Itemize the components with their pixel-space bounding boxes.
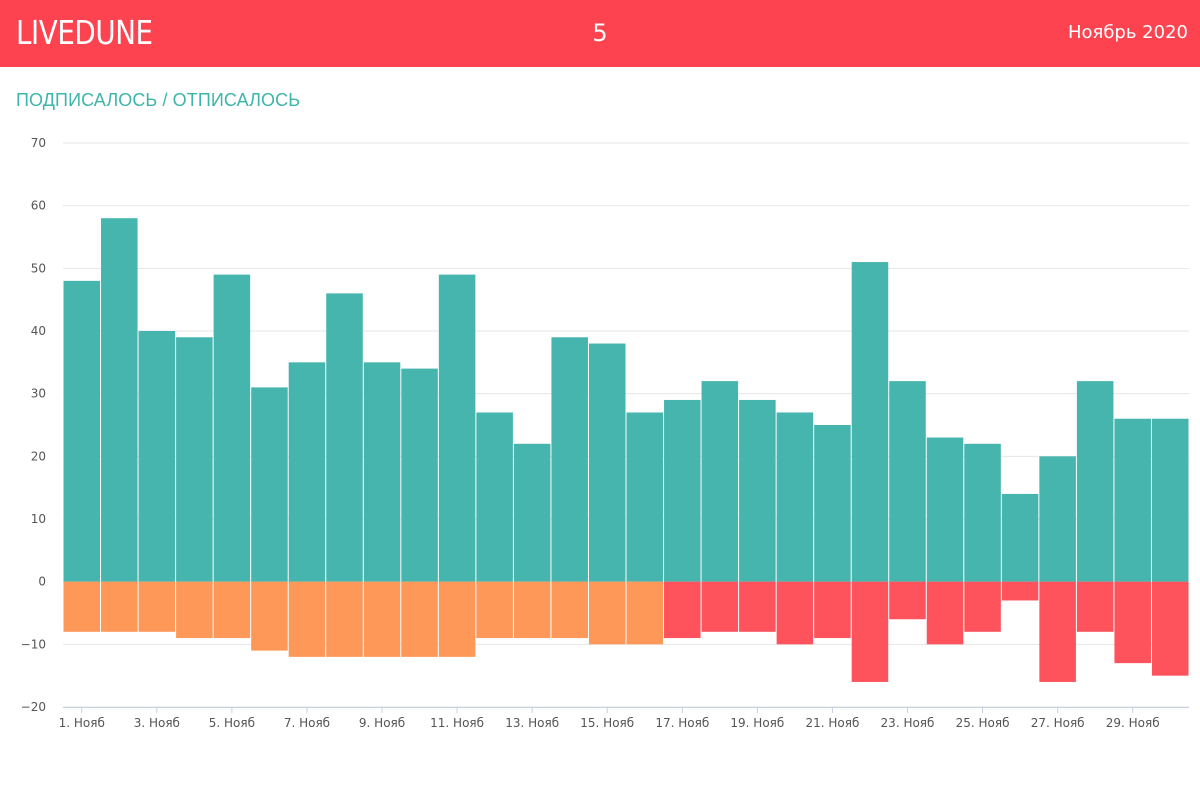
bar-subscribed bbox=[664, 399, 701, 582]
bar-subscribed bbox=[1114, 418, 1151, 582]
y-tick-label: 30 bbox=[31, 387, 46, 401]
y-tick-label: −10 bbox=[21, 637, 46, 651]
x-tick-label: 1. Нояб bbox=[59, 716, 105, 730]
bar-unsubscribed bbox=[1001, 581, 1039, 601]
bar-unsubscribed bbox=[814, 581, 851, 639]
y-tick-label: 70 bbox=[31, 136, 46, 150]
bar-subscribed bbox=[626, 412, 664, 582]
y-tick-label: 0 bbox=[38, 575, 46, 589]
x-tick-label: 19. Нояб bbox=[730, 716, 784, 730]
bar-unsubscribed bbox=[739, 581, 776, 632]
bar-subscribed bbox=[513, 443, 551, 582]
x-tick-label: 23. Нояб bbox=[881, 716, 935, 730]
bar-subscribed bbox=[63, 280, 101, 582]
bar-unsubscribed bbox=[476, 581, 513, 639]
bar-subscribed bbox=[363, 362, 401, 582]
bar-subscribed bbox=[1076, 381, 1114, 582]
x-tick-label: 21. Нояб bbox=[805, 716, 859, 730]
bar-subscribed bbox=[438, 274, 476, 582]
bar-unsubscribed bbox=[1151, 581, 1189, 676]
x-tick-label: 3. Нояб bbox=[134, 716, 180, 730]
bar-subscribed bbox=[1151, 418, 1189, 582]
header-bar: LIVEDUNE 5 Ноябрь 2020 bbox=[0, 0, 1200, 67]
bar-unsubscribed bbox=[138, 581, 176, 632]
bar-subscribed bbox=[701, 381, 739, 582]
x-tick-label: 25. Нояб bbox=[956, 716, 1010, 730]
bar-subscribed bbox=[588, 343, 626, 582]
bar-subscribed bbox=[176, 337, 213, 582]
x-tick-label: 29. Нояб bbox=[1106, 716, 1160, 730]
bar-unsubscribed bbox=[551, 581, 588, 639]
bar-subscribed bbox=[326, 293, 363, 582]
y-tick-label: −20 bbox=[21, 700, 46, 714]
bar-subscribed bbox=[889, 381, 926, 582]
bar-subscribed bbox=[288, 362, 326, 582]
x-tick-label: 11. Нояб bbox=[430, 716, 484, 730]
bar-subscribed bbox=[551, 337, 588, 582]
bar-unsubscribed bbox=[588, 581, 626, 645]
bar-unsubscribed bbox=[101, 581, 138, 632]
livedune-logo: LIVEDUNE bbox=[16, 13, 153, 52]
bar-subscribed bbox=[814, 425, 851, 582]
x-tick-label: 7. Нояб bbox=[284, 716, 330, 730]
bar-unsubscribed bbox=[438, 581, 476, 657]
bar-unsubscribed bbox=[288, 581, 326, 657]
bar-unsubscribed bbox=[213, 581, 251, 639]
bar-unsubscribed bbox=[326, 581, 363, 657]
bar-unsubscribed bbox=[1114, 581, 1151, 664]
bar-subscribed bbox=[964, 443, 1001, 582]
bar-unsubscribed bbox=[1039, 581, 1076, 682]
bar-subscribed bbox=[1001, 493, 1039, 582]
y-tick-label: 20 bbox=[31, 449, 46, 463]
bar-unsubscribed bbox=[851, 581, 889, 682]
bar-unsubscribed bbox=[701, 581, 739, 632]
bar-unsubscribed bbox=[664, 581, 701, 639]
bar-subscribed bbox=[401, 368, 438, 582]
x-tick-label: 17. Нояб bbox=[655, 716, 709, 730]
bar-unsubscribed bbox=[776, 581, 814, 645]
bar-unsubscribed bbox=[626, 581, 664, 645]
x-tick-label: 27. Нояб bbox=[1031, 716, 1085, 730]
bar-unsubscribed bbox=[363, 581, 401, 657]
x-tick-label: 13. Нояб bbox=[505, 716, 559, 730]
chart-title: ПОДПИСАЛОСЬ / ОТПИСАЛОСЬ bbox=[16, 90, 301, 110]
report-period: Ноябрь 2020 bbox=[1067, 22, 1188, 43]
y-tick-label: 60 bbox=[31, 199, 46, 213]
bar-subscribed bbox=[213, 274, 251, 582]
bar-unsubscribed bbox=[926, 581, 964, 645]
bar-unsubscribed bbox=[176, 581, 213, 639]
bar-subscribed bbox=[251, 387, 288, 582]
bar-subscribed bbox=[476, 412, 513, 582]
bar-unsubscribed bbox=[1076, 581, 1114, 632]
bar-subscribed bbox=[776, 412, 814, 582]
bar-unsubscribed bbox=[63, 581, 101, 632]
bar-unsubscribed bbox=[889, 581, 926, 620]
x-tick-label: 9. Нояб bbox=[359, 716, 405, 730]
page-number: 5 bbox=[592, 19, 608, 47]
bar-subscribed bbox=[851, 262, 889, 582]
bar-unsubscribed bbox=[401, 581, 438, 657]
y-tick-label: 10 bbox=[31, 512, 46, 526]
bar-subscribed bbox=[101, 218, 138, 582]
x-tick-label: 15. Нояб bbox=[580, 716, 634, 730]
y-tick-label: 40 bbox=[31, 324, 46, 338]
bar-subscribed bbox=[138, 331, 176, 582]
y-tick-label: 50 bbox=[31, 261, 46, 275]
bar-subscribed bbox=[739, 399, 776, 582]
x-tick-label: 5. Нояб bbox=[209, 716, 255, 730]
bar-subscribed bbox=[1039, 456, 1076, 582]
bar-subscribed bbox=[926, 437, 964, 582]
bar-unsubscribed bbox=[513, 581, 551, 639]
bar-unsubscribed bbox=[251, 581, 288, 651]
bar-unsubscribed bbox=[964, 581, 1001, 632]
